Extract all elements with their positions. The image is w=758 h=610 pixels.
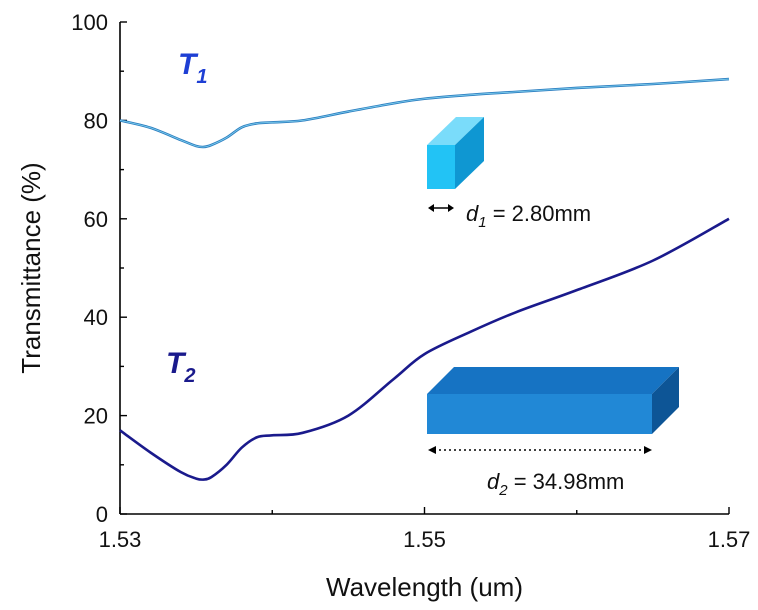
axes: 0 20 40 60 80 100 1.53 1.55 1.57 Wavelength (um) T… — [16, 10, 750, 602]
y-axis-title: Transmittance (%) — [16, 162, 46, 373]
x-tick-label: 1.57 — [708, 527, 751, 552]
y-tick-label: 40 — [84, 305, 108, 330]
long-crystal-icon — [427, 367, 679, 434]
series-line-highlight-t1 — [120, 79, 729, 147]
small-crystal-icon — [427, 117, 484, 189]
d1-dimension-arrow — [428, 204, 454, 212]
d1-label: d1 = 2.80mm — [466, 201, 591, 231]
y-tick-label: 0 — [96, 502, 108, 527]
x-tick-label: 1.55 — [403, 527, 446, 552]
y-tick-label: 20 — [84, 404, 108, 429]
x-axis-title: Wavelength (um) — [326, 572, 523, 602]
x-tick-label: 1.53 — [99, 527, 142, 552]
series-label-t2: T2 — [166, 347, 195, 387]
y-tick-label: 100 — [71, 10, 108, 35]
d2-dimension-arrow — [428, 446, 652, 454]
series-line-t1 — [120, 79, 729, 147]
series-line-t2 — [120, 219, 729, 480]
y-tick-label: 80 — [84, 108, 108, 133]
y-tick-label: 60 — [84, 207, 108, 232]
series-label-t1: T1 — [178, 48, 207, 88]
d2-label: d2 = 34.98mm — [487, 469, 624, 499]
